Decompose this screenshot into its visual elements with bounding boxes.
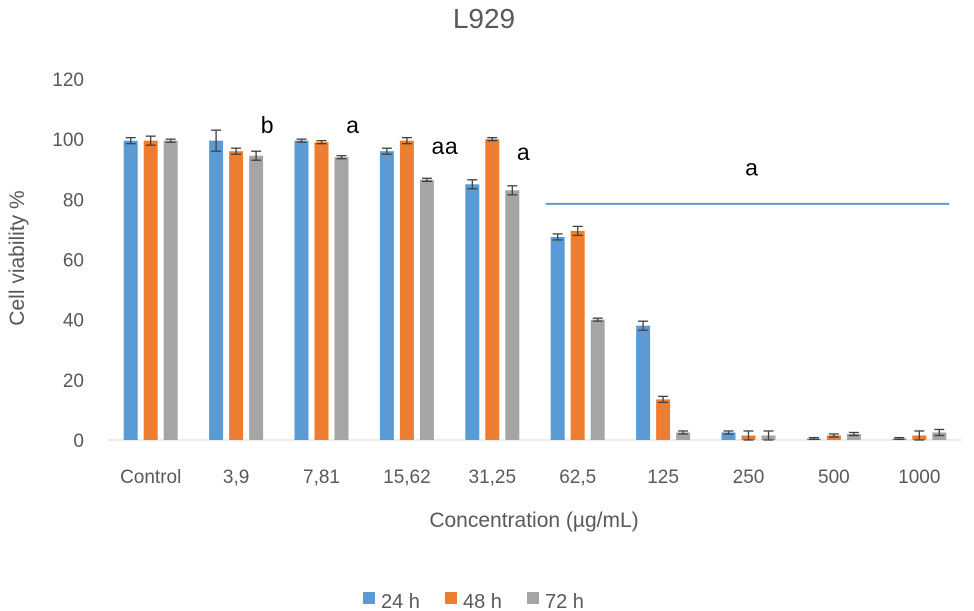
y-tick-label: 80 bbox=[63, 190, 84, 211]
legend-swatch bbox=[527, 592, 539, 604]
bar-24h-7 bbox=[721, 432, 736, 440]
y-tick-label: 100 bbox=[52, 130, 84, 151]
x-tick-label: 31,25 bbox=[469, 467, 517, 488]
bar-72h-8 bbox=[846, 433, 861, 440]
bar-72h-4 bbox=[505, 190, 520, 440]
y-tick-label: 120 bbox=[52, 70, 84, 91]
x-tick-label: 7,81 bbox=[303, 467, 340, 488]
bar-48h-8 bbox=[826, 435, 841, 440]
y-axis: 0 20 40 60 80 100 120 bbox=[52, 70, 84, 452]
legend: 24 h 48 h 72 h bbox=[363, 591, 584, 611]
bar-24h-2 bbox=[294, 140, 309, 440]
legend-swatch bbox=[445, 592, 457, 604]
annotations: b aa a aa bbox=[261, 112, 950, 205]
bar-24h-6 bbox=[636, 325, 651, 440]
x-tick-label: 62,5 bbox=[559, 467, 596, 488]
x-tick-label: 500 bbox=[818, 467, 850, 488]
bar-72h-9 bbox=[932, 432, 947, 440]
annotation-letter: a bbox=[517, 139, 530, 165]
annotation-letter: b bbox=[261, 112, 274, 138]
bar-72h-1 bbox=[249, 155, 264, 440]
annotation-letter: a bbox=[346, 112, 359, 138]
bars bbox=[123, 129, 947, 441]
bar-48h-2 bbox=[314, 142, 329, 441]
bar-48h-4 bbox=[485, 139, 500, 440]
legend-label: 48 h bbox=[463, 591, 502, 611]
legend-label: 24 h bbox=[381, 591, 420, 611]
legend-label: 72 h bbox=[545, 591, 584, 611]
annotation-letter: a bbox=[432, 133, 445, 159]
bar-48h-1 bbox=[229, 151, 244, 440]
bar-72h-0 bbox=[163, 140, 178, 440]
bar-72h-2 bbox=[334, 157, 349, 440]
bar-24h-4 bbox=[465, 184, 480, 440]
bar-72h-5 bbox=[590, 319, 605, 440]
bar-48h-5 bbox=[570, 230, 585, 440]
bar-72h-6 bbox=[676, 432, 691, 440]
x-axis: Control 3,9 7,81 15,62 31,25 62,5 125 250 500 100… bbox=[120, 467, 940, 488]
bar-48h-3 bbox=[399, 140, 414, 440]
legend-swatch bbox=[363, 592, 375, 604]
y-tick-label: 60 bbox=[63, 251, 84, 272]
x-tick-label: 3,9 bbox=[223, 467, 249, 488]
x-tick-label: Control bbox=[120, 467, 181, 488]
bar-48h-0 bbox=[143, 140, 158, 440]
bar-24h-0 bbox=[123, 140, 138, 440]
x-axis-title: Concentration (µg/mL) bbox=[429, 509, 638, 532]
bar-24h-5 bbox=[550, 236, 565, 440]
annotation-letter: a bbox=[745, 154, 758, 180]
y-tick-label: 40 bbox=[63, 311, 84, 332]
bar-24h-1 bbox=[209, 140, 224, 440]
chart-title: L929 bbox=[453, 3, 515, 34]
x-tick-label: 125 bbox=[647, 467, 679, 488]
x-tick-label: 1000 bbox=[898, 467, 940, 488]
bar-72h-3 bbox=[419, 179, 434, 440]
x-tick-label: 250 bbox=[733, 467, 765, 488]
bar-48h-6 bbox=[656, 399, 671, 440]
bar-24h-3 bbox=[379, 151, 394, 440]
x-tick-label: 15,62 bbox=[383, 467, 431, 488]
y-tick-label: 20 bbox=[63, 371, 84, 392]
annotation-letter: a bbox=[445, 133, 458, 159]
y-tick-label: 0 bbox=[73, 431, 84, 452]
y-axis-title: Cell viability % bbox=[6, 190, 29, 325]
